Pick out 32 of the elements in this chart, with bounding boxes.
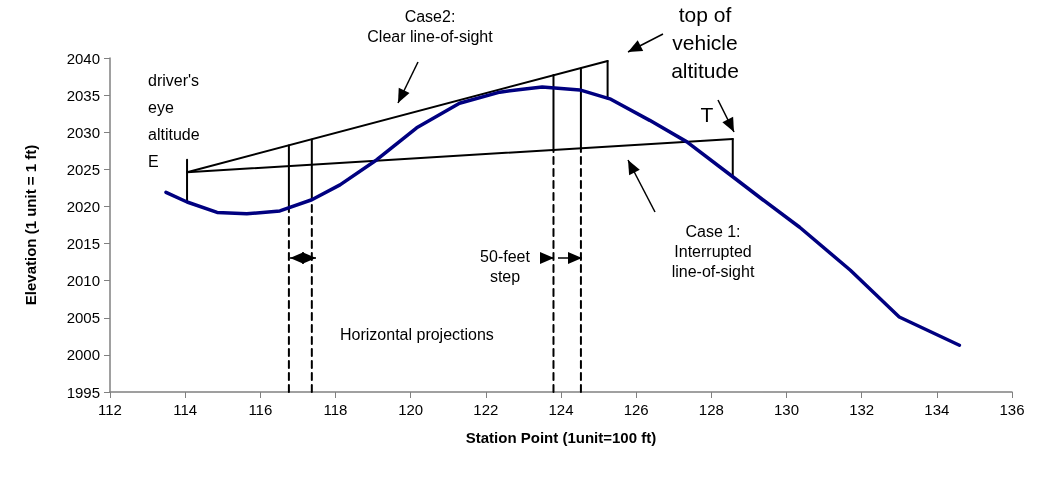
y-tick-label: 1995 bbox=[66, 383, 100, 401]
x-tick-label: 124 bbox=[548, 401, 574, 418]
y-tick-label: 2040 bbox=[66, 49, 100, 67]
x-tick-label: 134 bbox=[924, 401, 950, 418]
annotation: top of vehicle altitude bbox=[671, 3, 739, 82]
x-tick-label: 116 bbox=[248, 401, 273, 418]
y-tick-label: 2025 bbox=[66, 160, 100, 178]
y-axis-title: Elevation (1 unit = 1 ft) bbox=[22, 144, 39, 306]
y-tick-label: 2030 bbox=[66, 123, 100, 141]
x-tick-label: 122 bbox=[473, 401, 499, 418]
annotation: Case 1: Interrupted line-of-sight bbox=[671, 223, 755, 280]
annotation: Horizontal projections bbox=[340, 326, 494, 343]
annotation: T bbox=[700, 103, 714, 126]
x-axis-title: Station Point (1unit=100 ft) bbox=[465, 429, 657, 446]
annotation: 50-feet step bbox=[480, 248, 531, 285]
x-tick-label: 118 bbox=[323, 401, 348, 418]
y-tick-label: 2035 bbox=[66, 86, 100, 104]
x-tick-label: 114 bbox=[173, 401, 198, 418]
text: Case2: Clear line-of-sight bbox=[367, 8, 494, 45]
x-tick-label: 126 bbox=[623, 401, 649, 418]
y-tick-label: 2000 bbox=[66, 346, 100, 364]
x-tick-label: 136 bbox=[999, 401, 1025, 418]
annotation: driver's eye altitude E bbox=[148, 72, 200, 170]
x-tick-label: 112 bbox=[98, 401, 122, 418]
x-tick-label: 120 bbox=[398, 401, 424, 418]
x-tick-label: 128 bbox=[698, 401, 724, 418]
y-tick-label: 2010 bbox=[66, 272, 100, 290]
x-tick-label: 132 bbox=[849, 401, 875, 418]
x-tick-label: 130 bbox=[773, 401, 800, 418]
y-tick-label: 2015 bbox=[66, 235, 100, 253]
y-tick-label: 2020 bbox=[66, 197, 100, 215]
y-tick-label: 2005 bbox=[66, 309, 100, 327]
